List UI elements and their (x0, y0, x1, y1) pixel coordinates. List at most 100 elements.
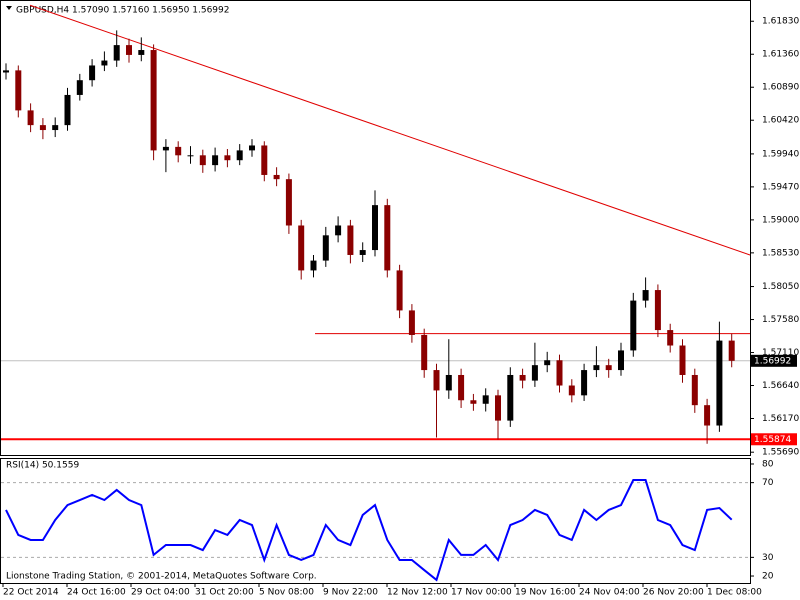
candle-body (654, 290, 661, 331)
candle-body (421, 334, 428, 371)
candle-body (704, 405, 711, 426)
candle-body (445, 374, 452, 391)
candle-body (605, 365, 612, 371)
x-tick-label: 1 Dec 08:00 (707, 588, 762, 598)
x-tick-label: 17 Nov 00:00 (451, 588, 512, 598)
candle-body (261, 145, 268, 175)
candle-body (630, 300, 637, 351)
candle-body (249, 145, 255, 151)
candle-body (27, 110, 34, 126)
x-tick-label: 24 Oct 16:00 (67, 588, 126, 598)
candle-body (359, 250, 366, 255)
candle-body (273, 174, 280, 180)
candle-body (3, 70, 9, 73)
candle-body (298, 225, 305, 271)
candle-body (76, 80, 83, 95)
menu-arrow[interactable] (6, 6, 12, 10)
y-tick-label: 1.56170 (762, 414, 799, 424)
candle-body (408, 310, 415, 335)
candle-body (101, 60, 108, 66)
candle-body (556, 360, 563, 386)
candle-body (64, 94, 71, 126)
rsi-tick-label: 20 (762, 572, 774, 582)
candle-body (667, 330, 674, 346)
y-tick-label: 1.55690 (762, 448, 799, 458)
candle-body (187, 155, 194, 157)
rsi-tick-label: 70 (762, 478, 774, 488)
candle-body (642, 290, 649, 301)
candle-body (433, 370, 440, 391)
rsi-tick-label: 80 (762, 459, 774, 469)
candle-body (199, 155, 206, 166)
candle-body (138, 50, 145, 55)
x-tick-label: 31 Oct 20:00 (195, 588, 254, 598)
x-tick-label: 24 Nov 04:00 (579, 588, 640, 598)
candle-body (507, 374, 514, 421)
x-tick-label: 12 Nov 12:00 (387, 588, 448, 598)
candle-body (568, 385, 575, 396)
candle-body (531, 365, 538, 381)
candle-body (372, 205, 378, 251)
x-tick-label: 26 Nov 20:00 (643, 588, 704, 598)
candle-body (396, 270, 403, 311)
candle-body (162, 146, 169, 151)
rsi-title: RSI(14) 50.1559 (6, 461, 79, 471)
candle-body (458, 374, 465, 401)
y-tick-label: 1.59470 (762, 182, 799, 192)
candle-body (335, 225, 342, 236)
candle-body (593, 365, 600, 371)
candle-body (322, 235, 329, 261)
y-tick-label: 1.57110 (762, 348, 799, 358)
x-tick-label: 29 Oct 04:00 (131, 588, 190, 598)
candle-body (224, 155, 231, 161)
candle-body (581, 370, 588, 396)
trendline (29, 4, 751, 256)
candle-body (236, 150, 243, 161)
candle-body (150, 50, 157, 151)
candle-body (495, 395, 501, 421)
candle-body (691, 374, 698, 406)
candle-body (347, 225, 354, 255)
candle-body (285, 179, 292, 226)
copyright: Lionstone Trading Station, © 2001-2014, … (6, 572, 317, 582)
y-tick-label: 1.56640 (762, 381, 799, 391)
x-tick-label: 5 Nov 08:00 (259, 588, 314, 598)
x-tick-label: 9 Nov 22:00 (323, 588, 378, 598)
candle-body (15, 70, 22, 111)
candle-body (175, 146, 182, 156)
candle-body (470, 400, 477, 404)
candle-body (384, 205, 391, 271)
candle-body (482, 395, 489, 404)
x-tick-label: 22 Oct 2014 (3, 588, 59, 598)
chart-title: GBPUSD,H4 1.57090 1.57160 1.56950 1.5699… (16, 6, 229, 16)
current-price-label: 1.56992 (754, 356, 791, 366)
candle-body (618, 350, 624, 371)
y-tick-label: 1.60420 (762, 116, 799, 126)
candle-body (728, 340, 735, 361)
candle-body (716, 340, 723, 426)
y-tick-label: 1.61830 (762, 17, 799, 27)
y-tick-label: 1.58530 (762, 248, 799, 258)
x-tick-label: 19 Nov 16:00 (515, 588, 576, 598)
candle-body (126, 45, 132, 55)
candle-body (544, 360, 551, 366)
candle-body (212, 155, 219, 166)
rsi-panel (0, 458, 751, 584)
y-tick-label: 1.57580 (762, 315, 799, 325)
y-tick-label: 1.61360 (762, 50, 799, 60)
candle-body (113, 45, 120, 61)
support-label: 1.55874 (754, 435, 791, 445)
rsi-tick-label: 30 (762, 553, 774, 563)
candle-body (52, 125, 59, 131)
candle-body (310, 260, 317, 271)
support-label-box (751, 433, 797, 446)
y-tick-label: 1.60890 (762, 83, 799, 93)
current-price-label-box (751, 354, 797, 367)
main-panel (0, 0, 751, 456)
y-tick-label: 1.58050 (762, 282, 799, 292)
candle-body (39, 125, 46, 131)
y-tick-label: 1.59000 (762, 215, 799, 225)
rsi-line (5, 479, 733, 582)
candle-body (89, 65, 96, 81)
